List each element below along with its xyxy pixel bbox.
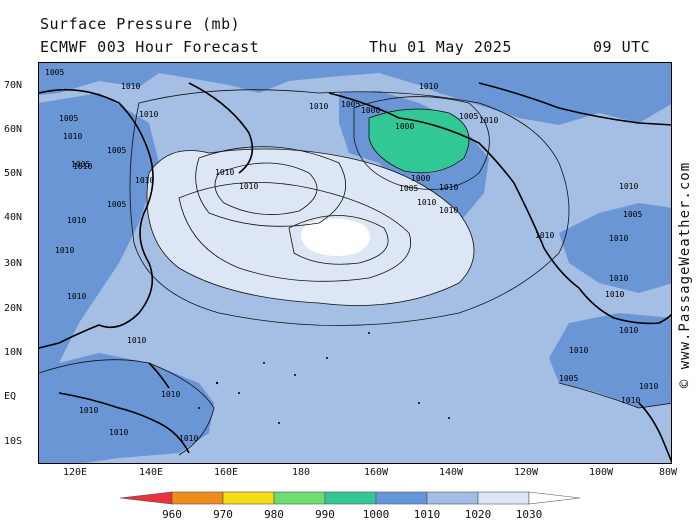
high-pressure-zone [147,149,474,306]
contour-label: 1005 [71,160,90,169]
contour-label: 1005 [559,374,578,383]
contour-label: 1010 [109,428,128,437]
lon-label: 100W [588,467,614,478]
forecast-time: 09 UTC [593,38,651,56]
contour-label: 1005 [107,200,126,209]
contour-label: 1010 [419,82,438,91]
coastlines [39,82,671,463]
colorbar-segment [222,491,275,505]
lat-label: 60N [4,124,23,135]
lon-label: 160E [213,467,239,478]
contour-label: 1010 [67,216,86,225]
lon-label: 160W [363,467,389,478]
contour-label: 1010 [215,168,234,177]
contour-label: 1010 [619,182,638,191]
contour-label: 1010 [139,110,158,119]
contour-label: 1010 [135,176,154,185]
lat-label: 10S [4,436,23,447]
contour-label: 1010 [609,274,628,283]
lat-label: 10N [4,347,23,358]
contour-label: 1010 [309,102,328,111]
contour-label: 1005 [107,146,126,155]
site-watermark: © www.PassageWeather.com [676,150,694,400]
colorbar-label: 1030 [515,508,543,521]
colorbar-segment [273,491,326,505]
colorbar-right-arrow [528,491,581,505]
lat-label: 30N [4,258,23,269]
contour-label: 1010 [239,182,258,191]
contour-label: 1010 [79,406,98,415]
map-title: Surface Pressure (mb) [40,15,241,33]
pressure-map: 1005 1010 1005 1010 1010 1005 1010 1005 … [38,62,672,464]
lat-label: 70N [4,80,23,91]
contour-label: 1005 [399,184,418,193]
contour-label: 1005 [59,114,78,123]
lon-label: 120W [513,467,539,478]
contour-label: 1010 [609,234,628,243]
contour-label: 1005 [341,100,360,109]
contour-label: 1010 [121,82,140,91]
contour-label: 1010 [639,382,658,391]
deep-low-alaska [369,109,469,173]
contour-label: 1010 [535,231,554,240]
colorbar-segment [324,491,377,505]
contour-label: 1010 [417,198,436,207]
contour-label: 1010 [63,132,82,141]
contour-label: 1000 [395,122,414,131]
colorbar-label: 1020 [464,508,492,521]
lat-label: EQ [4,391,17,402]
lat-label: 20N [4,303,23,314]
contour-label: 1010 [73,162,92,171]
contour-label: 1010 [619,326,638,335]
colorbar-label: 960 [162,508,182,521]
colorbar-label: 970 [213,508,233,521]
lon-label: 140W [438,467,464,478]
forecast-date: Thu 01 May 2025 [369,38,512,56]
lat-label: 40N [4,212,23,223]
colorbar-segment [375,491,428,505]
lon-label: 80W [658,467,678,478]
islands [198,332,450,424]
contour-label: 1000 [361,106,380,115]
lat-label: 50N [4,168,23,179]
contour-label: 1010 [605,290,624,299]
colorbar-label: 1010 [413,508,441,521]
model-label: ECMWF 003 Hour Forecast [40,38,260,56]
watermark-text: © www.PassageWeather.com [677,161,693,389]
colorbar-label: 990 [315,508,335,521]
colorbar-label: 1000 [362,508,390,521]
pressure-map-svg: 1005 1010 1005 1010 1010 1005 1010 1005 … [39,63,671,463]
contour-value-labels: 1005 1010 1005 1010 1010 1005 1010 1005 … [45,68,658,443]
lon-label: 140E [138,467,164,478]
contour-label: 1010 [127,336,146,345]
colorbar-segment [171,491,224,505]
colorbar-segment [426,491,479,505]
contour-label: 1010 [479,116,498,125]
colorbar-left-arrow [119,491,173,505]
contour-label: 1000 [411,174,430,183]
lon-label: 180 [291,467,311,478]
colorbar-label: 980 [264,508,284,521]
contour-label: 1010 [179,434,198,443]
contour-label: 1010 [55,246,74,255]
contour-label: 1005 [459,112,478,121]
contour-label: 1005 [623,210,642,219]
contour-label: 1010 [439,183,458,192]
colorbar [119,491,581,505]
contour-label: 1005 [45,68,64,77]
contour-label: 1010 [67,292,86,301]
contour-label: 1010 [621,396,640,405]
contour-label: 1010 [569,346,588,355]
contour-label: 1010 [161,390,180,399]
lon-label: 120E [62,467,88,478]
contour-label: 1010 [439,206,458,215]
colorbar-segment [477,491,530,505]
